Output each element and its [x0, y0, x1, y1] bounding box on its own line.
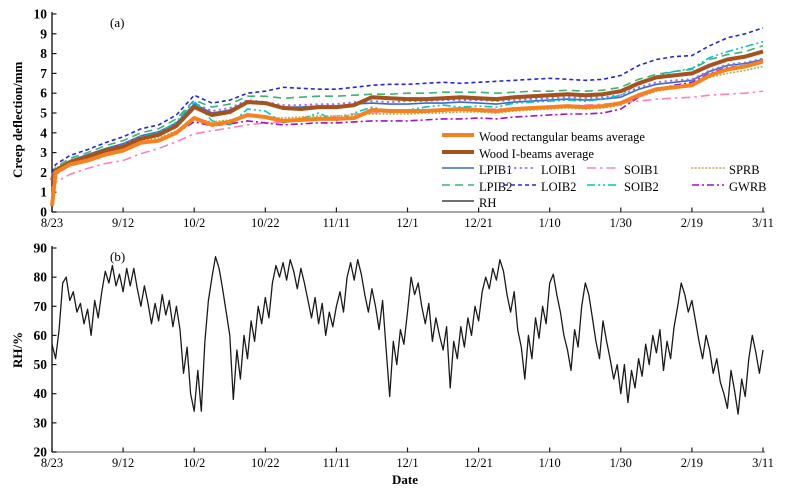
legend-label: Wood rectangular beams average	[479, 130, 645, 144]
y-tick-label: 40	[34, 386, 48, 401]
y-tick-label: 20	[34, 445, 48, 460]
y-tick-label: 8	[40, 46, 47, 61]
x-tick-label: 12/1	[396, 216, 418, 230]
y-tick-label: 5	[40, 106, 47, 121]
series-line-soib1	[51, 90, 764, 189]
series-line-lpib2	[51, 44, 764, 175]
legend-item-loib1: LOIB1	[503, 163, 576, 177]
x-tick-label: 3/11	[752, 216, 774, 230]
legend-item-lpib2: LPIB2	[441, 180, 512, 194]
legend-line-swatch	[441, 132, 475, 142]
legend-label: Wood I-beams average	[479, 146, 594, 161]
x-tick-label: 10/22	[251, 216, 279, 230]
panel-a-letter: (a)	[110, 15, 125, 30]
x-tick-label: 1/30	[610, 456, 632, 470]
x-tick-label: 2/19	[681, 216, 703, 230]
legend-label: LOIB2	[541, 179, 577, 194]
series-line-sprb	[51, 65, 764, 177]
x-tick-label: 1/30	[610, 216, 632, 230]
legend-line-swatch	[691, 182, 725, 192]
x-tick-label: 11/11	[323, 456, 351, 470]
legend-item-gwrb: GWRB	[691, 180, 767, 194]
legend-label: SOIB1	[624, 163, 659, 177]
legend-line-swatch	[503, 182, 537, 192]
x-tick-label: 12/21	[464, 456, 492, 470]
legend-label: LPIB2	[479, 179, 513, 194]
y-tick-label: 30	[34, 415, 48, 430]
x-tick-label: 3/11	[752, 456, 774, 470]
panel-b-letter: (b)	[110, 249, 126, 264]
legend-label: LPIB1	[479, 163, 513, 177]
y-tick-label: 2	[40, 165, 47, 180]
y-tick-label: 7	[40, 66, 47, 81]
x-tick-label: 11/11	[323, 216, 351, 230]
y-tick-label: 50	[34, 357, 48, 372]
series-line-wood-rectangular-beams-average	[50, 59, 764, 207]
x-tick-label: 10/22	[251, 456, 279, 470]
panel-relative-humidity: 20 30 40 50 60 70 80 90 8/23 9/12 10/2 10/22 11/11 12…	[34, 241, 774, 471]
y-tick-label: 60	[34, 328, 48, 343]
y-tick-label: 9	[40, 26, 47, 41]
legend-label: SOIB2	[624, 179, 659, 194]
x-tick-label: 10/2	[183, 216, 205, 230]
y-tick-label: 3	[40, 145, 47, 160]
series-line-wood-i-beams-average	[50, 49, 764, 181]
legend-item-rh: RH	[441, 196, 496, 210]
x-tick-label: 1/10	[539, 216, 561, 230]
legend-item-sprb: SPRB	[691, 163, 760, 177]
legend-line-swatch	[441, 182, 475, 192]
legend-item-wood-rectangular-beams-average: Wood rectangular beams average	[441, 130, 645, 144]
y-tick-label: 10	[34, 7, 48, 22]
legend-label: LOIB1	[541, 163, 577, 177]
x-tick-label: 10/2	[183, 456, 205, 470]
legend-label: GWRB	[729, 179, 767, 194]
legend-line-swatch	[586, 182, 620, 192]
legend-label: SPRB	[729, 163, 760, 177]
y-tick-label: 90	[34, 241, 48, 256]
y-axis-title-rh: RH/%	[10, 331, 25, 368]
series-line-rh	[51, 256, 764, 415]
legend-item-lpib1: LPIB1	[441, 163, 512, 177]
legend-line-swatch	[441, 149, 475, 159]
legend-line-swatch	[441, 198, 475, 208]
y-tick-label: 6	[40, 86, 47, 101]
legend-label: RH	[479, 196, 497, 210]
x-axis-title-date: Date	[392, 472, 418, 487]
x-tick-label: 1/10	[539, 456, 561, 470]
panel-creep-deflection: 0 1 2 3 4 5 6 7 8 9 10 8/23 9/12 10/2 10/22 11/11 12/1 12…	[34, 7, 774, 231]
x-tick-label: 12/21	[464, 216, 492, 230]
y-tick-label: 80	[34, 270, 48, 285]
y-axis-title-creep: Creep deflection/mm	[10, 61, 25, 178]
x-tick-label: 2/19	[681, 456, 703, 470]
legend-item-loib2: LOIB2	[503, 180, 576, 194]
x-tick-label: 8/23	[41, 216, 63, 230]
legend-line-swatch	[586, 165, 620, 175]
x-tick-label: 9/12	[112, 456, 134, 470]
legend-line-swatch	[503, 165, 537, 175]
x-tick-label: 8/23	[41, 456, 63, 470]
legend-item-wood-i-beams-average: Wood I-beams average	[441, 147, 594, 161]
y-tick-label: 4	[40, 125, 47, 140]
legend-item-soib1: SOIB1	[586, 163, 659, 177]
y-tick-label: 0	[40, 205, 47, 220]
series-line-lpib1	[51, 58, 764, 177]
y-tick-label: 70	[34, 299, 48, 314]
chart-legend: Wood rectangular beams average Wood I-bea…	[441, 130, 785, 214]
x-tick-label: 9/12	[112, 216, 134, 230]
legend-item-soib2: SOIB2	[586, 180, 659, 194]
legend-line-swatch	[441, 165, 475, 175]
y-tick-label: 1	[40, 185, 47, 200]
legend-line-swatch	[691, 165, 725, 175]
x-tick-label: 12/1	[396, 456, 418, 470]
